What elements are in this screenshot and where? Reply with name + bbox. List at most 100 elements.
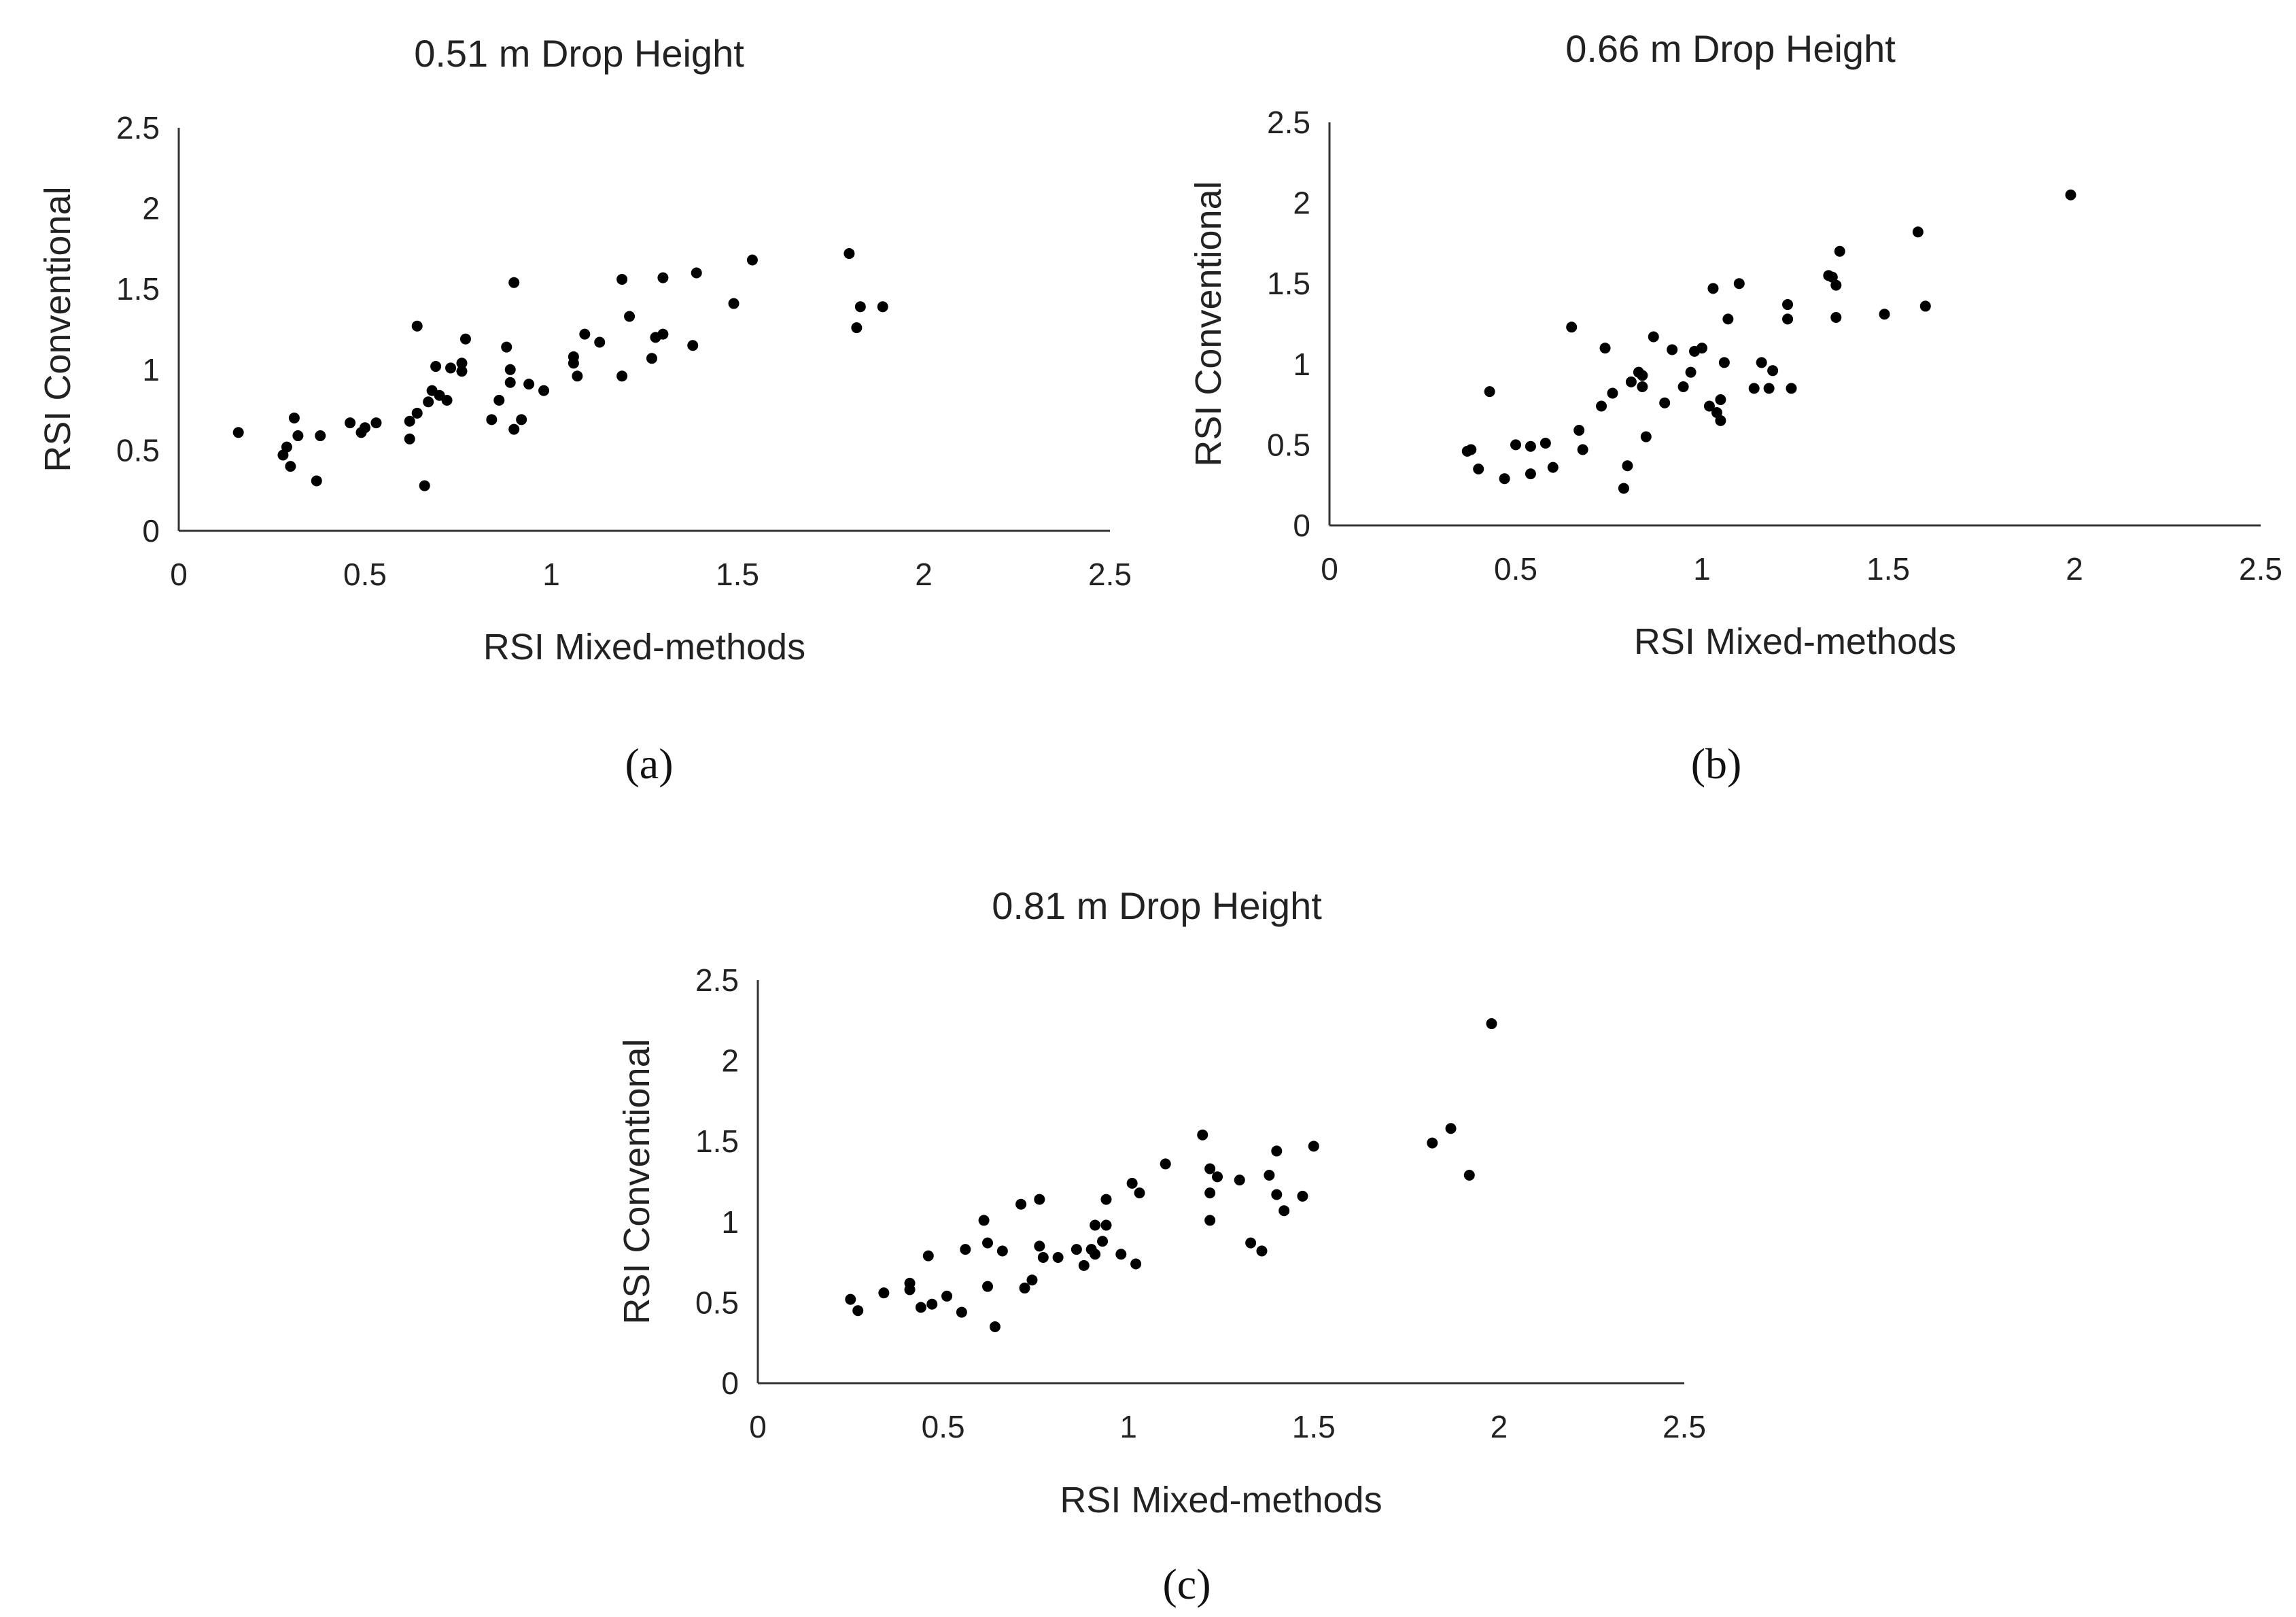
data-point bbox=[1427, 1137, 1438, 1149]
data-point bbox=[1034, 1194, 1045, 1205]
chart-title: 0.66 m Drop Height bbox=[1565, 27, 1896, 70]
data-point bbox=[1566, 321, 1578, 333]
x-tick-labels: 0 0.5 1 1.5 2 2.5 bbox=[170, 557, 1132, 592]
data-point bbox=[419, 480, 430, 491]
data-point bbox=[1659, 397, 1671, 408]
data-point bbox=[1264, 1170, 1275, 1181]
data-point bbox=[1763, 383, 1775, 394]
data-point bbox=[616, 370, 628, 382]
x-tick-label: 2.5 bbox=[1088, 557, 1132, 592]
data-point bbox=[1463, 1170, 1475, 1181]
data-point bbox=[486, 414, 498, 425]
data-point bbox=[1037, 1251, 1049, 1263]
data-point bbox=[1782, 299, 1794, 311]
x-axis-label: RSI Mixed-methods bbox=[483, 627, 805, 667]
data-point bbox=[311, 475, 322, 487]
x-tick-label: 0.5 bbox=[343, 557, 387, 592]
data-point bbox=[1622, 460, 1633, 472]
data-point bbox=[1573, 425, 1585, 436]
data-point bbox=[1256, 1245, 1268, 1257]
panel-caption: (b) bbox=[1691, 740, 1742, 788]
data-point bbox=[926, 1298, 938, 1310]
data-point bbox=[1097, 1236, 1109, 1247]
data-point bbox=[430, 361, 442, 372]
data-point bbox=[315, 430, 326, 442]
data-point bbox=[1204, 1215, 1216, 1226]
x-tick-label: 1 bbox=[1693, 551, 1711, 587]
data-point bbox=[1100, 1194, 1112, 1205]
data-point bbox=[1830, 279, 1842, 291]
data-point bbox=[538, 385, 550, 396]
data-point bbox=[854, 301, 866, 313]
data-point bbox=[441, 394, 453, 406]
x-tick-label: 2 bbox=[2066, 551, 2083, 587]
x-axis-label: RSI Mixed-methods bbox=[1634, 621, 1956, 662]
x-tick-label: 0 bbox=[1321, 551, 1338, 587]
data-point bbox=[915, 1302, 926, 1313]
data-point bbox=[1637, 370, 1648, 381]
data-point bbox=[687, 340, 699, 351]
data-point bbox=[624, 311, 636, 322]
data-point bbox=[568, 351, 579, 362]
x-axis-label: RSI Mixed-methods bbox=[1060, 1480, 1382, 1520]
data-point bbox=[1071, 1244, 1082, 1255]
data-point bbox=[1271, 1145, 1283, 1157]
x-tick-label: 2.5 bbox=[1663, 1409, 1706, 1444]
data-point bbox=[285, 461, 296, 472]
y-tick-label: 0 bbox=[142, 513, 160, 549]
y-tick-labels: 0 0.5 1 1.5 2 2.5 bbox=[1267, 105, 1310, 543]
y-tick-label: 2 bbox=[142, 191, 160, 226]
data-points bbox=[232, 248, 888, 491]
data-point bbox=[456, 358, 468, 369]
data-point bbox=[877, 301, 888, 313]
data-point bbox=[1733, 278, 1745, 290]
data-point bbox=[1034, 1240, 1045, 1252]
y-tick-label: 0 bbox=[1293, 508, 1310, 543]
data-point bbox=[691, 267, 702, 279]
data-point bbox=[1297, 1190, 1308, 1202]
data-point bbox=[288, 412, 300, 423]
chart-title: 0.51 m Drop Height bbox=[414, 32, 744, 75]
data-point bbox=[1115, 1249, 1127, 1260]
data-point bbox=[1019, 1283, 1030, 1294]
y-tick-labels: 0 0.5 1 1.5 2 2.5 bbox=[695, 962, 739, 1401]
y-tick-label: 1.5 bbox=[1267, 266, 1310, 301]
data-point bbox=[1685, 366, 1697, 378]
x-tick-label: 0 bbox=[749, 1409, 767, 1444]
data-point bbox=[523, 379, 535, 390]
data-point bbox=[501, 341, 512, 353]
data-points bbox=[845, 1018, 1497, 1332]
data-point bbox=[1912, 226, 1924, 238]
data-point bbox=[1245, 1237, 1257, 1249]
y-tick-label: 1 bbox=[1293, 347, 1310, 382]
x-tick-label: 0 bbox=[170, 557, 188, 592]
data-point bbox=[1640, 431, 1652, 442]
data-point bbox=[1015, 1198, 1027, 1210]
data-point bbox=[1767, 365, 1779, 377]
x-tick-label: 1.5 bbox=[1292, 1409, 1336, 1444]
data-point bbox=[1486, 1018, 1497, 1030]
data-point bbox=[1715, 415, 1726, 426]
data-point bbox=[1677, 381, 1689, 393]
data-point bbox=[657, 272, 669, 283]
data-point bbox=[1473, 463, 1484, 474]
data-point bbox=[1234, 1175, 1245, 1186]
data-point bbox=[1510, 439, 1521, 451]
data-point bbox=[1786, 383, 1797, 394]
data-point bbox=[493, 394, 505, 406]
data-point bbox=[1204, 1163, 1216, 1175]
chart-title: 0.81 m Drop Height bbox=[992, 884, 1322, 927]
data-point bbox=[459, 333, 471, 345]
data-point bbox=[360, 422, 370, 434]
data-point bbox=[1834, 245, 1845, 257]
x-tick-label: 2.5 bbox=[2239, 551, 2282, 587]
data-point bbox=[1525, 440, 1536, 452]
data-point bbox=[1722, 313, 1734, 325]
data-point bbox=[1607, 387, 1618, 399]
data-point bbox=[843, 248, 855, 260]
data-point bbox=[1707, 283, 1719, 294]
x-tick-label: 1.5 bbox=[1866, 551, 1910, 587]
data-point bbox=[504, 364, 516, 375]
data-point bbox=[1540, 438, 1551, 449]
